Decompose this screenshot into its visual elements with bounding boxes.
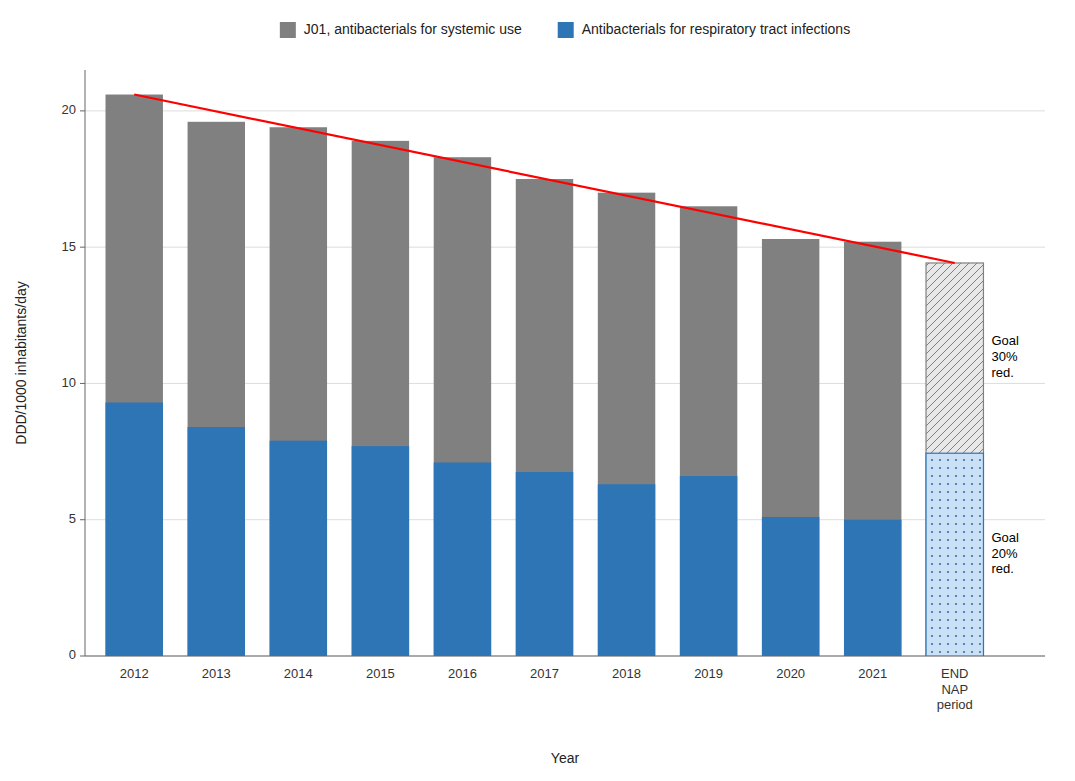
bar — [844, 242, 901, 656]
text-line: Goal — [991, 530, 1019, 545]
bar — [598, 193, 655, 656]
text-line: 2014 — [284, 666, 313, 681]
bar — [188, 122, 245, 656]
x-tick-label: 2020 — [776, 666, 805, 681]
bar — [926, 263, 983, 656]
bar — [352, 446, 409, 656]
y-tick — [80, 383, 85, 384]
text-line: 2020 — [776, 666, 805, 681]
legend-label: Antibacterials for respiratory tract inf… — [582, 21, 850, 37]
text-line: 2019 — [694, 666, 723, 681]
bar — [762, 517, 819, 656]
y-tick-label: 5 — [69, 511, 76, 526]
text-line: 2016 — [448, 666, 477, 681]
text-line: NAP — [941, 682, 968, 697]
annotation: Goal20%red. — [991, 530, 1019, 576]
axes: 0 5 10 15 20 2012 2013 2014 2015 2016 2017 2018 2019… — [62, 70, 1045, 712]
bar — [270, 441, 327, 656]
bar — [434, 157, 491, 656]
bar-series — [106, 95, 984, 656]
text-line: 2018 — [612, 666, 641, 681]
y-tick-label: 10 — [62, 375, 76, 390]
grid — [85, 111, 1045, 656]
y-axis-line — [85, 70, 86, 656]
x-tick-label: 2014 — [284, 666, 313, 681]
plot-area — [106, 95, 984, 656]
text-line: red. — [991, 562, 1013, 577]
text-line: Goal — [991, 334, 1019, 349]
bar — [516, 179, 573, 656]
bar — [598, 484, 655, 656]
bar — [434, 462, 491, 656]
x-tick-label: 2012 — [120, 666, 149, 681]
bar — [680, 476, 737, 656]
legend-swatch — [280, 22, 296, 38]
bar — [352, 141, 409, 656]
text-line: 30% — [991, 350, 1017, 365]
bar — [680, 206, 737, 656]
x-tick-label: 2013 — [202, 666, 231, 681]
annotations: Goal30%red.Goal20%red. — [991, 334, 1019, 577]
grid-line — [85, 110, 1045, 111]
legend-label: J01, antibacterials for systemic use — [304, 21, 522, 37]
bar — [188, 427, 245, 656]
bar — [106, 403, 163, 656]
annotation: Goal30%red. — [991, 334, 1019, 380]
text-line: 2015 — [366, 666, 395, 681]
text-line: 2012 — [120, 666, 149, 681]
y-axis-title: DDD/1000 inhabitants/day — [13, 281, 29, 444]
bar — [762, 239, 819, 656]
y-tick — [80, 656, 85, 657]
x-tick-label: 2015 — [366, 666, 395, 681]
bar-series — [106, 403, 984, 656]
chart: 0 5 10 15 20 2012 2013 2014 2015 2016 2017 2018 2019… — [0, 0, 1075, 781]
x-axis-title: Year — [551, 750, 580, 766]
y-tick — [80, 247, 85, 248]
text-line: period — [937, 697, 973, 712]
bar — [926, 453, 983, 656]
text-line: 20% — [991, 546, 1017, 561]
x-tick-label: 2018 — [612, 666, 641, 681]
text-line: 2013 — [202, 666, 231, 681]
text-line: 2021 — [858, 666, 887, 681]
x-tick-label: 2017 — [530, 666, 559, 681]
y-tick — [80, 110, 85, 111]
legend-swatch — [558, 22, 574, 38]
y-tick-label: 0 — [69, 647, 76, 662]
y-tick-label: 20 — [62, 102, 76, 117]
bar — [270, 127, 327, 656]
y-tick — [80, 519, 85, 520]
x-tick-label: 2019 — [694, 666, 723, 681]
text-line: red. — [991, 365, 1013, 380]
bar — [106, 95, 163, 656]
x-tick-label: 2021 — [858, 666, 887, 681]
y-tick-label: 15 — [62, 239, 76, 254]
bar — [844, 520, 901, 656]
text-line: END — [941, 666, 968, 681]
x-tick-label: 2016 — [448, 666, 477, 681]
x-tick-label: ENDNAPperiod — [937, 666, 973, 712]
bar — [516, 472, 573, 656]
line — [134, 95, 955, 263]
legend: J01, antibacterials for systemic use Anti… — [280, 21, 850, 38]
text-line: 2017 — [530, 666, 559, 681]
